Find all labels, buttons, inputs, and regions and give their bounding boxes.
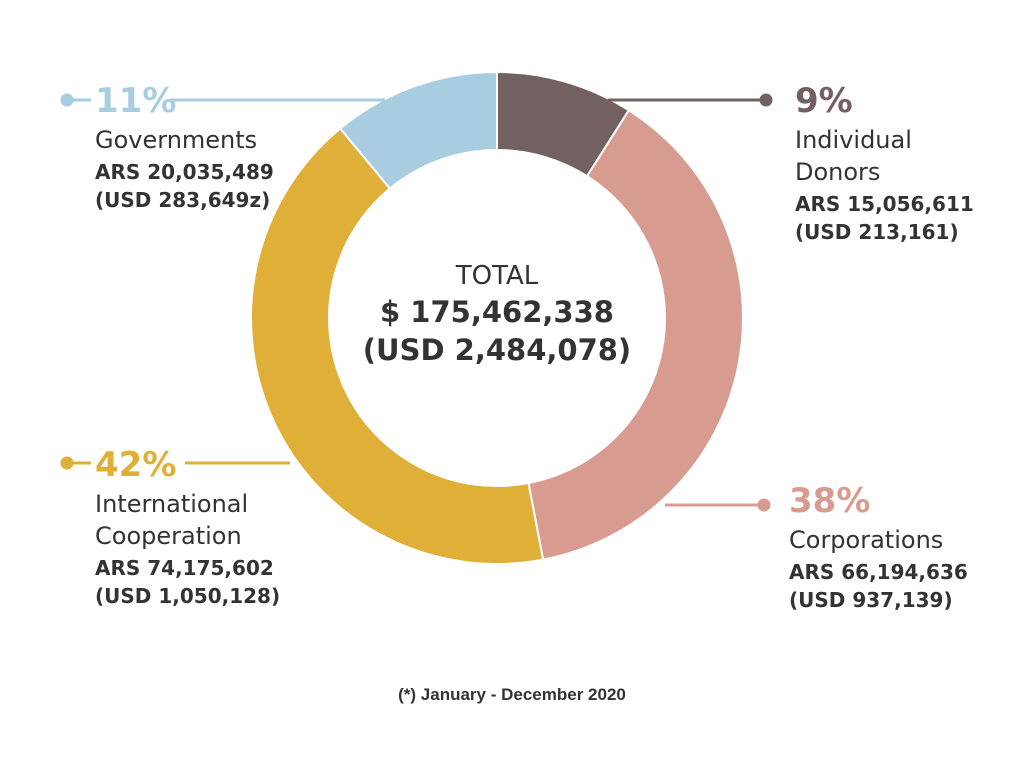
slice-percent-0: 9%: [795, 81, 853, 121]
slice-amount-usd-2: (USD 1,050,128): [95, 584, 280, 608]
slice-2: [250, 127, 545, 565]
total-label: TOTAL: [455, 261, 539, 291]
total-value: $ 175,462,338: [380, 295, 614, 329]
leader-dot-1: [757, 498, 771, 512]
slice-amount-usd-3: (USD 283,649z): [95, 188, 270, 212]
slice-category-1-0: Corporations: [789, 526, 943, 554]
slice-percent-2: 42%: [95, 445, 176, 485]
slice-percent-3: 11%: [95, 81, 176, 121]
donut-slices: [250, 70, 744, 565]
slice-category-0-0: Individual: [795, 126, 912, 154]
slice-amount-ars-3: ARS 20,035,489: [95, 160, 274, 184]
slice-percent-1: 38%: [789, 481, 870, 521]
slice-amount-usd-0: (USD 213,161): [795, 220, 959, 244]
slice-category-2-0: International: [95, 490, 248, 518]
slice-1: [527, 108, 744, 561]
slice-category-3-0: Governments: [95, 126, 257, 154]
total-value-usd: (USD 2,484,078): [363, 333, 631, 367]
slice-category-2-1: Cooperation: [95, 522, 242, 550]
slice-amount-ars-1: ARS 66,194,636: [789, 560, 968, 584]
center-total: TOTAL $ 175,462,338 (USD 2,484,078): [363, 261, 631, 367]
slice-category-0-1: Donors: [795, 158, 880, 186]
leader-lines: [60, 93, 773, 512]
slice-amount-ars-0: ARS 15,056,611: [795, 192, 974, 216]
footnote: (*) January - December 2020: [398, 685, 626, 704]
slice-amount-usd-1: (USD 937,139): [789, 588, 953, 612]
leader-dot-0: [759, 93, 773, 107]
slice-amount-ars-2: ARS 74,175,602: [95, 556, 274, 580]
slice-labels: 9% Individual Donors ARS 15,056,611 (USD 213…: [95, 81, 974, 612]
